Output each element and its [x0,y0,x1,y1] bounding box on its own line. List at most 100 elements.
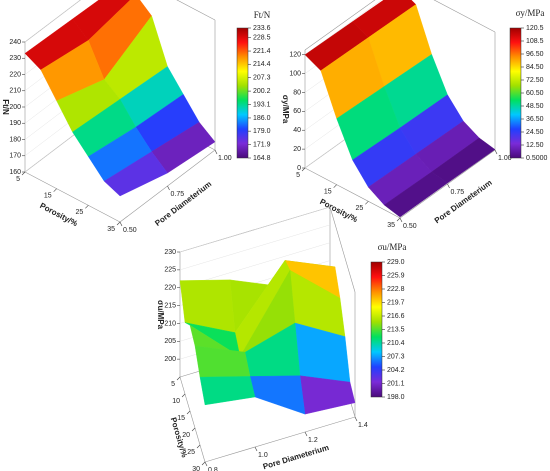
z-tick-label: 20 [293,146,301,153]
y-tick [447,183,450,189]
x-axis-label: Porosity/% [318,197,359,224]
y-tick [254,446,258,452]
colorbar-tick-label: 193.1 [253,101,271,108]
x-tick-label: 5 [171,381,175,388]
x-tick [396,217,401,222]
z-grid-line [304,0,382,55]
colorbar-tick-label: 72.50 [526,77,544,84]
colorbar-tick-label: 48.50 [526,103,544,110]
z-tick-label: 190 [9,120,21,127]
z-tick-label: 200 [9,104,21,111]
colorbar-tick-label: 225.9 [387,272,405,279]
z-axis-label: σy/MPa [281,95,290,124]
x-tick-label: 20 [182,432,190,439]
z-tick-label: 230 [9,55,21,62]
x-tick [196,444,201,449]
colorbar [370,261,383,398]
z-tick-label: 180 [9,136,21,143]
x-tick [181,393,186,398]
y-tick-label: 1.2 [308,437,318,444]
surface-cell [199,376,256,406]
colorbar-tick-label: 222.8 [387,286,405,293]
z-tick-label: 170 [9,153,21,160]
x-tick-label: 25 [76,209,84,216]
x-tick-label: 25 [187,449,195,456]
x-tick-label: 5 [16,176,20,183]
colorbar-tick-label: 201.1 [387,380,405,387]
surface-cell [383,171,448,218]
surface-cell [179,279,236,333]
colorbar-label: σu/MPa [378,242,407,252]
x-tick [176,376,181,381]
colorbar-tick-label: 216.6 [387,313,405,320]
colorbar-tick-label: 120.5 [526,25,544,32]
y-axis-label: Pore Diameterium [262,443,330,471]
colorbar-tick-label: 214.4 [253,61,271,68]
z-tick-label: 225 [164,267,176,274]
z-tick-label: 220 [164,285,176,292]
y-tick-label: 1.0 [258,452,268,459]
colorbar-tick-label: 186.0 [253,115,271,122]
z-tick-label: 205 [164,338,176,345]
z-axis-label: σu/MPa [156,300,165,330]
y-tick-label: 0.75 [171,191,185,198]
y-tick [204,461,208,467]
colorbar-tick-label: 108.5 [526,38,544,45]
y-tick-label: 0.75 [451,189,465,196]
colorbar-tick-label: 36.50 [526,116,544,123]
x-axis-label: Porosity/% [38,201,79,228]
colorbar-tick-label: 207.3 [387,353,405,360]
y-tick-label: 1.00 [218,155,232,162]
surface-cell [103,151,168,197]
x-tick-label: 10 [172,398,180,405]
box-edge [204,416,356,463]
y-tick [494,149,498,155]
colorbar-tick-label: 198.0 [387,394,405,401]
y-tick-label: 1.4 [358,422,368,429]
x-tick-label: 25 [356,205,364,212]
z-tick-label: 215 [164,302,176,309]
y-tick-label: 0.8 [208,467,218,471]
x-tick-label: 15 [177,415,185,422]
x-tick [116,221,121,226]
y-axis-label: Pore Diameterium [153,179,213,228]
y-tick-label: 1.00 [498,155,512,162]
box-edge [304,0,376,51]
y-tick-label: 0.50 [403,223,417,230]
x-tick [21,171,26,176]
z-tick-label: 0 [297,165,301,172]
colorbar-tick-label: 233.6 [253,25,271,32]
colorbar-tick-label: 213.5 [387,326,405,333]
box-edge [24,171,121,223]
x-tick-label: 5 [296,172,300,179]
x-tick [201,461,206,466]
colorbar-tick-label: 221.4 [253,48,271,55]
colorbar-tick-label: 60.50 [526,90,544,97]
colorbar-tick-label: 200.2 [253,88,271,95]
x-tick [191,427,196,432]
z-grid-line [179,206,331,253]
colorbar-label: Ft/N [254,10,271,20]
colorbar [509,27,522,159]
x-tick-label: 15 [44,193,52,200]
z-grid-line [179,224,331,271]
y-tick [354,416,358,422]
z-tick-label: 120 [289,52,301,59]
z-tick-label: 60 [293,108,301,115]
x-tick [333,184,337,188]
colorbar-tick-label: 171.9 [253,141,271,148]
z-tick-label: 210 [9,88,21,95]
z-tick-label: 210 [164,320,176,327]
x-tick-label: 35 [387,222,395,229]
x-tick [186,410,191,415]
y-tick-label: 0.50 [123,227,137,234]
colorbar-tick-label: 84.50 [526,64,544,71]
z-tick-label: 80 [293,89,301,96]
colorbar-tick-label: 207.3 [253,75,271,82]
y-tick [399,217,403,223]
box-edge [433,0,496,33]
z-tick-label: 40 [293,127,301,134]
x-tick [301,167,306,172]
x-tick [85,205,89,209]
colorbar-tick-label: 229.0 [387,259,405,266]
